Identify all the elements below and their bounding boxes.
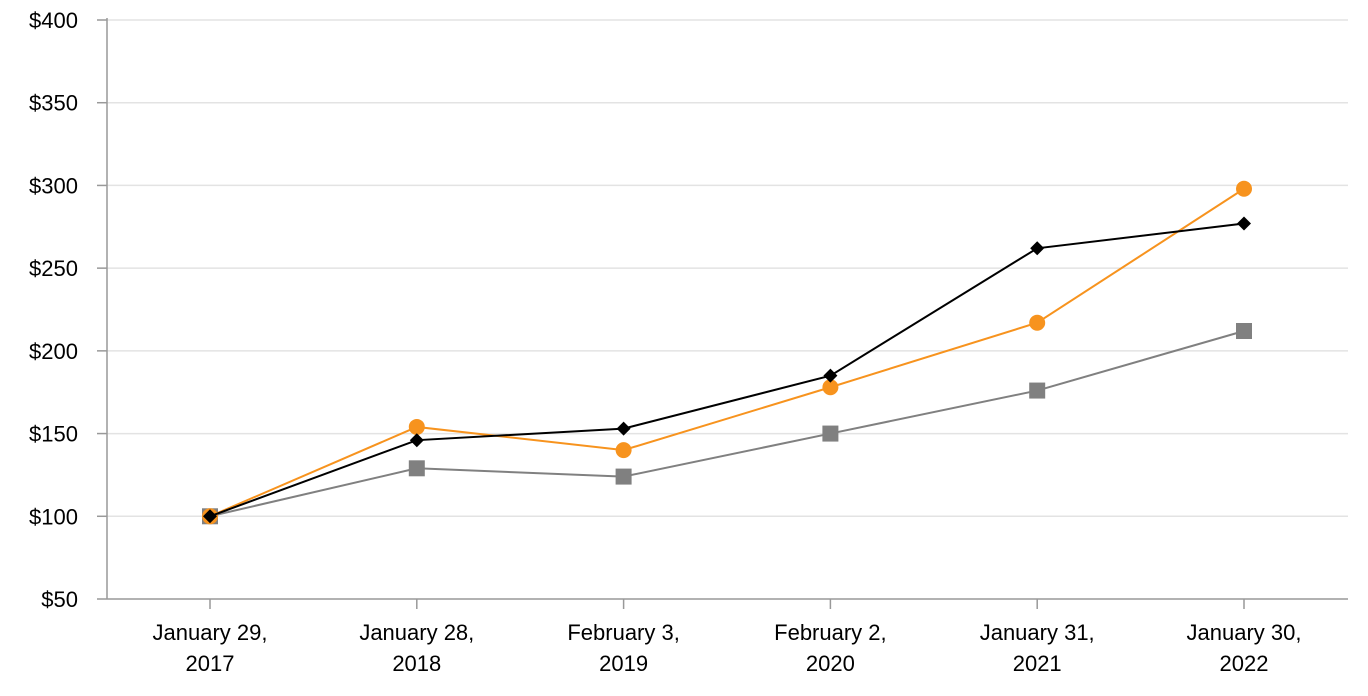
- y-axis-ticks: $50 $100 $150 $200 $250 $300 $350 $400: [29, 8, 107, 612]
- data-point-diamond: [1030, 241, 1045, 256]
- x-tick-label-line: 2017: [186, 651, 235, 676]
- data-point-circle: [822, 379, 839, 396]
- x-axis-ticks: January 29, 2017 January 28, 2018 February 3…: [153, 599, 1302, 676]
- data-point-square: [615, 468, 632, 485]
- x-tick-label: January 29, 2017: [153, 620, 268, 676]
- data-point-circle: [615, 442, 632, 459]
- data-point-diamond: [409, 433, 424, 448]
- y-tick-label: $50: [41, 587, 78, 612]
- x-tick-label-line: 2019: [599, 651, 648, 676]
- series-line: [209, 222, 1245, 518]
- x-tick-label-line: January 29,: [153, 620, 268, 645]
- x-tick-label-line: February 2,: [774, 620, 887, 645]
- data-point-diamond: [1237, 216, 1251, 231]
- series-line: [209, 187, 1245, 518]
- y-tick-label: $100: [29, 504, 78, 529]
- data-point-circle: [408, 418, 425, 435]
- x-tick-label-line: January 31,: [980, 620, 1095, 645]
- series-circle: [202, 180, 1252, 525]
- y-tick-label: $350: [29, 91, 78, 116]
- x-tick-label: January 28, 2018: [359, 620, 474, 676]
- data-point-square: [822, 425, 839, 442]
- x-tick-label-line: 2018: [392, 651, 441, 676]
- data-point-diamond: [203, 509, 217, 524]
- y-tick-label: $300: [29, 173, 78, 198]
- series-group: [202, 180, 1252, 525]
- x-tick-label: February 2, 2020: [774, 620, 887, 676]
- data-point-square: [1236, 323, 1252, 340]
- series-line: [209, 330, 1245, 518]
- y-tick-label: $150: [29, 422, 78, 447]
- x-tick-label-line: 2022: [1220, 651, 1269, 676]
- grid-lines: [107, 19, 1348, 518]
- data-point-circle: [1236, 180, 1252, 197]
- axes: [106, 18, 1348, 600]
- x-tick-label: January 31, 2021: [980, 620, 1095, 676]
- series-diamond: [203, 216, 1251, 524]
- x-tick-label-line: January 30,: [1187, 620, 1302, 645]
- y-tick-label: $200: [29, 339, 78, 364]
- x-tick-label-line: 2021: [1013, 651, 1062, 676]
- y-tick-label: $250: [29, 256, 78, 281]
- y-tick-label: $400: [29, 8, 78, 33]
- x-tick-label-line: 2020: [806, 651, 855, 676]
- x-tick-label: February 3, 2019: [567, 620, 680, 676]
- data-point-square: [408, 460, 425, 477]
- x-tick-label-line: January 28,: [359, 620, 474, 645]
- data-point-diamond: [823, 368, 838, 383]
- x-tick-label-line: February 3,: [567, 620, 680, 645]
- data-point-square: [1029, 382, 1046, 399]
- series-square: [202, 323, 1252, 525]
- x-tick-label: January 30, 2022: [1187, 620, 1302, 676]
- data-point-circle: [1029, 314, 1046, 331]
- data-point-diamond: [616, 421, 631, 436]
